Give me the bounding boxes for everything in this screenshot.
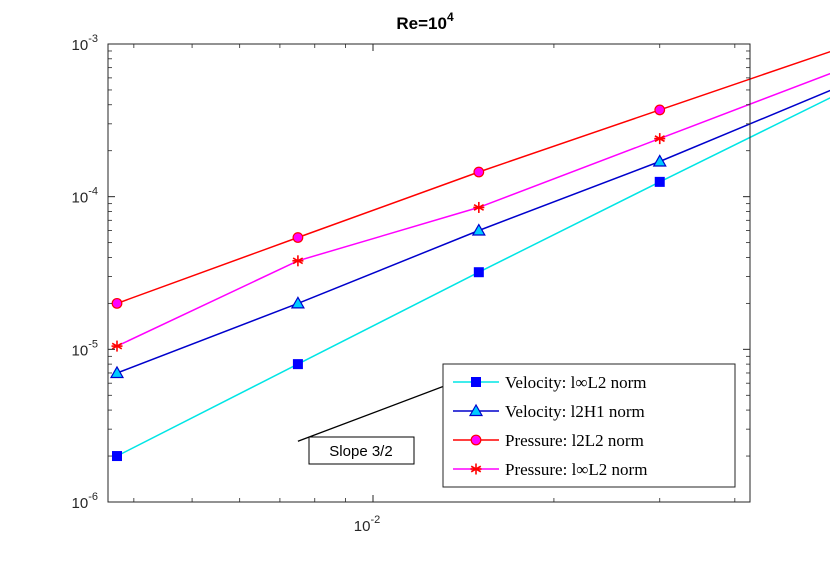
series-3-point-2 (473, 201, 485, 213)
legend-label-0: Velocity: l∞L2 norm (505, 373, 647, 392)
legend: Velocity: l∞L2 norm Velocity: l2H1 norm Pr… (442, 363, 736, 488)
y-tick-exponent: -5 (88, 338, 98, 350)
x-tick-exponent: -2 (370, 514, 380, 526)
x-tick-label: 10-2 (354, 514, 380, 535)
y-tick-base: 10 (72, 342, 89, 359)
series-3-point-3 (654, 133, 666, 145)
y-tick-base: 10 (72, 190, 89, 207)
y-tick-label: 10-5 (72, 338, 98, 359)
series-2-point-0 (111, 297, 123, 309)
series-2-point-2 (473, 166, 485, 178)
y-tick-exponent: -6 (88, 491, 98, 503)
y-tick-base: 10 (72, 37, 89, 54)
legend-label-2: Pressure: l2L2 norm (505, 431, 644, 450)
series-layer (109, 50, 830, 462)
slope-label: Slope 3/2 (329, 443, 392, 460)
series-1-point-2 (471, 223, 486, 236)
slope-label-box (308, 436, 415, 465)
legend-box (442, 363, 736, 488)
legend-marker-1 (468, 403, 484, 417)
series-1-point-3 (652, 154, 667, 167)
series-0-point-0 (112, 451, 122, 462)
y-tick-exponent: -4 (88, 186, 98, 198)
chart-title-superscript: 4 (447, 10, 454, 24)
y-tick-label: 10-6 (72, 491, 98, 512)
axes-frame (107, 43, 751, 503)
y-tick-label: 10-4 (72, 186, 98, 207)
series-0-point-2 (473, 267, 484, 278)
series-0-point-1 (292, 359, 303, 370)
y-tick-label: 10-3 (72, 33, 98, 54)
series-2-point-1 (292, 232, 304, 243)
series-3-point-0 (111, 340, 123, 352)
series-3-point-1 (292, 255, 304, 267)
series-0-point-3 (654, 176, 665, 187)
series-1-point-0 (109, 365, 125, 379)
legend-label-1: Velocity: l2H1 norm (505, 402, 645, 421)
y-tick-base: 10 (72, 495, 89, 512)
legend-label-3: Pressure: l∞L2 norm (505, 460, 647, 479)
legend-marker-0 (471, 377, 481, 387)
series-2-point-3 (654, 104, 666, 116)
legend-marker-3 (470, 463, 482, 475)
chart-title: Re=104 (396, 10, 454, 33)
legend-marker-2 (470, 434, 482, 446)
y-tick-exponent: -3 (88, 33, 98, 45)
x-tick-base: 10 (354, 518, 371, 535)
axis-layer: 10-610-510-410-310-2Re=104 (72, 10, 751, 535)
series-1-point-1 (290, 296, 305, 309)
chart-title-main: Re=10 (396, 14, 447, 33)
